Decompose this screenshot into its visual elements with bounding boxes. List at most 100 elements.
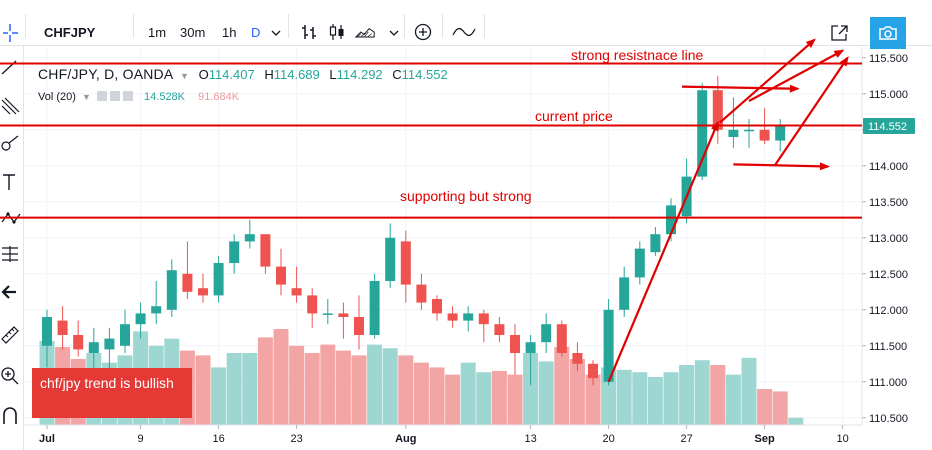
volume-bar — [741, 357, 757, 425]
candle-body — [712, 90, 723, 130]
candle-body — [276, 266, 286, 285]
price-tick-label: 114.000 — [869, 161, 908, 173]
candle-body — [572, 353, 583, 364]
volume-bar — [569, 359, 585, 425]
volume-bar — [289, 345, 305, 425]
volume-bar — [554, 347, 570, 425]
candle-body — [400, 241, 411, 285]
interval-d[interactable]: D — [251, 25, 261, 40]
volume-bar — [304, 353, 320, 425]
candle-body — [338, 313, 349, 317]
bar-style-icon[interactable] — [300, 23, 320, 41]
chevron-down-icon[interactable]: ▼ — [81, 92, 91, 102]
add-indicator-icon[interactable] — [413, 23, 433, 41]
candle-body — [291, 288, 302, 296]
candle-body — [541, 324, 552, 343]
close-label: C — [392, 67, 402, 82]
candle-body — [603, 309, 614, 382]
chevron-down-icon[interactable]: ▼ — [180, 71, 189, 81]
volume-bar — [616, 369, 632, 425]
volume-bar — [585, 374, 601, 425]
brush-tool-icon[interactable] — [0, 134, 22, 154]
price-tick-label: 110.500 — [869, 413, 908, 425]
time-tick-label: 23 — [290, 433, 302, 445]
volume-bar — [725, 374, 741, 425]
magnet-icon[interactable] — [0, 406, 22, 426]
time-tick-label: 16 — [212, 433, 224, 445]
candle-style-icon[interactable] — [327, 23, 347, 41]
candle-body — [322, 313, 333, 315]
candlesticks — [42, 75, 786, 386]
volume-ma-value: 91.684K — [198, 91, 240, 103]
volume-bar — [710, 365, 726, 425]
time-axis: Jul 9 16 23 Aug 13 20 27 Sep 10 — [39, 425, 849, 445]
chevron-down-icon[interactable] — [270, 28, 282, 38]
chevron-down-icon[interactable] — [388, 28, 400, 38]
candle-body — [42, 317, 52, 346]
volume-value: 14.528K — [144, 91, 186, 103]
volume-bar — [257, 337, 273, 425]
volume-bar — [195, 355, 211, 425]
volume-bar — [335, 350, 351, 425]
price-tick-label: 113.000 — [869, 233, 908, 245]
interval-1h[interactable]: 1h — [222, 25, 237, 40]
annotation-current-price: current price — [535, 108, 613, 124]
interval-1m[interactable]: 1m — [148, 25, 167, 40]
price-tick-label: 111.000 — [869, 377, 907, 389]
candle-body — [775, 126, 786, 141]
candle-body — [494, 324, 505, 335]
visibility-eye-icon[interactable] — [96, 91, 107, 101]
time-tick-label: 10 — [836, 433, 848, 445]
low-label: L — [329, 67, 337, 82]
area-style-icon[interactable] — [355, 23, 375, 41]
text-tool-icon[interactable] — [0, 172, 22, 192]
volume-bar — [476, 372, 492, 425]
back-arrow-icon[interactable] — [0, 282, 22, 302]
volume-bar — [351, 355, 367, 425]
annotation-trend: chf/jpy trend is bullish — [40, 375, 174, 391]
candle-body — [120, 324, 130, 346]
fullscreen-popout-icon[interactable] — [830, 24, 850, 42]
chart-toolbar: CHFJPY 1m 30m 1h D — [0, 0, 932, 49]
measure-tool-icon[interactable] — [0, 244, 22, 264]
price-axis: 115.500115.000114.500114.000113.500113.0… — [862, 53, 908, 425]
fib-tool-icon[interactable] — [0, 96, 22, 116]
interval-30m[interactable]: 30m — [180, 25, 206, 40]
annotation-arrow — [773, 56, 849, 167]
compare-wave-icon[interactable] — [452, 23, 476, 41]
time-tick-label: Jul — [39, 433, 55, 445]
remove-close-icon[interactable] — [122, 91, 133, 101]
annotation-resistance: strong resistnace line — [571, 47, 704, 63]
candle-body — [634, 248, 645, 278]
price-tick-label: 115.500 — [869, 53, 908, 65]
volume-bar — [647, 377, 663, 425]
settings-gear-icon[interactable] — [109, 91, 120, 101]
snapshot-button[interactable] — [870, 17, 906, 49]
candle-body — [213, 263, 224, 296]
open-value: 114.407 — [208, 67, 255, 82]
volume-bar — [226, 353, 242, 425]
candle-body — [151, 306, 162, 314]
ruler-icon[interactable] — [0, 324, 22, 344]
zoom-in-icon[interactable] — [0, 366, 22, 386]
current-price-tag: 114.552 — [863, 118, 915, 135]
price-tick-label: 111.500 — [869, 341, 907, 353]
ohlc-legend: CHF/JPY, D, OANDA ▼ O114.407 H114.689 L1… — [38, 66, 448, 82]
volume-bar — [211, 367, 227, 425]
candle-body — [385, 237, 396, 281]
high-value: 114.689 — [273, 67, 320, 82]
volume-bar — [273, 329, 289, 425]
time-tick-label: Aug — [395, 433, 416, 445]
crosshair-icon[interactable] — [0, 20, 20, 46]
volume-bar — [632, 372, 648, 425]
symbol-selector[interactable]: CHFJPY — [44, 25, 96, 40]
price-tick-label: 112.500 — [869, 269, 908, 281]
volume-bar — [460, 362, 476, 425]
candle-body — [135, 313, 146, 325]
candle-body — [416, 284, 427, 303]
price-tick-label: 112.000 — [869, 305, 908, 317]
candle-body — [88, 342, 99, 353]
volume-bar — [429, 367, 445, 425]
time-tick-label: 27 — [680, 433, 692, 445]
